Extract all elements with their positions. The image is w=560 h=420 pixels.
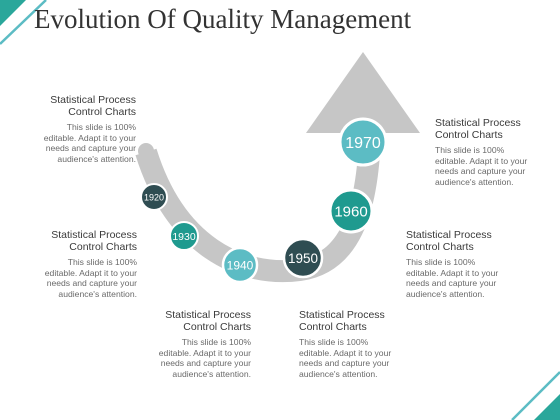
milestone-1930: 1930: [169, 221, 199, 251]
block-heading: Statistical Process Control Charts: [51, 229, 137, 253]
milestone-circle: [338, 117, 388, 167]
block-heading: Statistical Process Control Charts: [165, 309, 251, 333]
milestone-year-label: 1920: [144, 193, 164, 203]
block-heading: Statistical Process Control Charts: [435, 117, 521, 141]
corner-decoration-top-left: [0, 0, 26, 26]
text-block-1960: Statistical Process Control Charts This …: [406, 229, 508, 299]
slide-title: Evolution Of Quality Management: [34, 4, 412, 34]
block-body: This slide is 100% editable. Adapt it to…: [44, 257, 137, 299]
text-block-1950: Statistical Process Control Charts This …: [299, 309, 401, 379]
milestone-circle: [169, 221, 199, 251]
block-body: This slide is 100% editable. Adapt it to…: [158, 337, 251, 379]
timeline-start-dot: [138, 143, 154, 159]
milestone-year-label: 1950: [288, 251, 318, 266]
block-body: This slide is 100% editable. Adapt it to…: [43, 122, 136, 164]
milestone-1950: 1950: [282, 237, 324, 279]
milestone-year-label: 1940: [227, 259, 254, 273]
corner-decoration-bottom-right: [534, 394, 560, 420]
block-body: This slide is 100% editable. Adapt it to…: [435, 145, 528, 187]
text-block-1930: Statistical Process Control Charts This …: [35, 229, 137, 299]
milestone-1940: 1940: [221, 246, 259, 284]
milestone-1970: 1970: [338, 117, 388, 167]
milestone-year-label: 1970: [345, 135, 381, 152]
block-body: This slide is 100% editable. Adapt it to…: [299, 337, 392, 379]
text-block-1920: Statistical Process Control Charts This …: [34, 94, 136, 164]
block-heading: Statistical Process Control Charts: [406, 229, 492, 253]
text-block-1940: Statistical Process Control Charts This …: [149, 309, 251, 379]
milestone-circle: [140, 183, 168, 211]
block-heading: Statistical Process Control Charts: [50, 94, 136, 118]
corner-line-bottom-right: [511, 371, 560, 420]
milestone-circle: [221, 246, 259, 284]
milestone-year-label: 1960: [334, 204, 367, 221]
text-block-1970: Statistical Process Control Charts This …: [435, 117, 537, 187]
milestone-circle: [282, 237, 324, 279]
block-heading: Statistical Process Control Charts: [299, 309, 385, 333]
corner-line-top-left: [0, 0, 47, 45]
milestone-1960: 1960: [328, 188, 374, 234]
milestone-circle: [328, 188, 374, 234]
timeline-arrow-head: [306, 52, 420, 133]
milestone-1920: 1920: [140, 183, 168, 211]
milestone-year-label: 1930: [172, 231, 196, 243]
block-body: This slide is 100% editable. Adapt it to…: [406, 257, 499, 299]
